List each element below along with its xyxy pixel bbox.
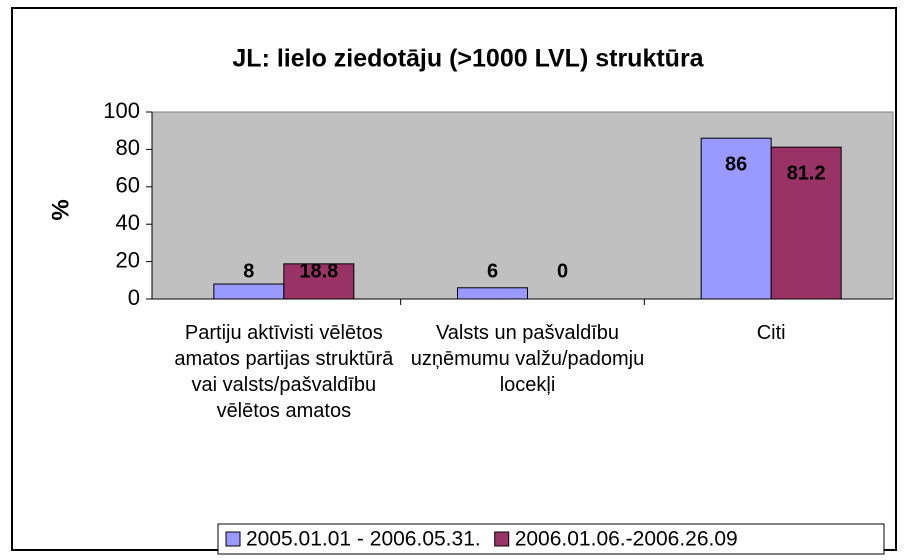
y-tick-label: 100 (103, 98, 140, 123)
data-label: 8 (243, 260, 254, 282)
bar (770, 146, 842, 300)
y-tick-label: 0 (128, 285, 140, 310)
data-label: 18.8 (299, 260, 338, 282)
y-tick-label: 80 (116, 135, 140, 160)
legend-label: 2005.01.01 - 2006.05.31. (246, 528, 481, 551)
chart-title: JL: lielo ziedotāju (>1000 LVL) struktūr… (232, 45, 704, 73)
bar (213, 283, 285, 300)
bar (700, 137, 772, 300)
x-tick-label: Citi (756, 322, 786, 344)
x-tick-label: Valsts un pašvaldību uzņēmumu valžu/pado… (410, 322, 645, 396)
legend-label: 2006.01.06.-2006.26.09 (515, 528, 738, 551)
data-label: 0 (557, 260, 568, 282)
y-tick-label: 20 (116, 247, 140, 272)
y-tick-label: 60 (116, 173, 140, 198)
legend-swatch (494, 531, 510, 547)
bar (283, 263, 355, 300)
legend-swatch (225, 531, 241, 547)
data-label: 81.2 (787, 162, 826, 184)
bar (457, 287, 528, 300)
y-tick-label: 40 (116, 210, 140, 235)
y-axis-label: % (47, 199, 74, 220)
x-tick-label: Partiju aktīvisti vēlētos amatos partija… (174, 322, 394, 422)
legend-box (217, 523, 885, 555)
data-label: 6 (487, 260, 498, 282)
data-label: 86 (725, 153, 747, 175)
